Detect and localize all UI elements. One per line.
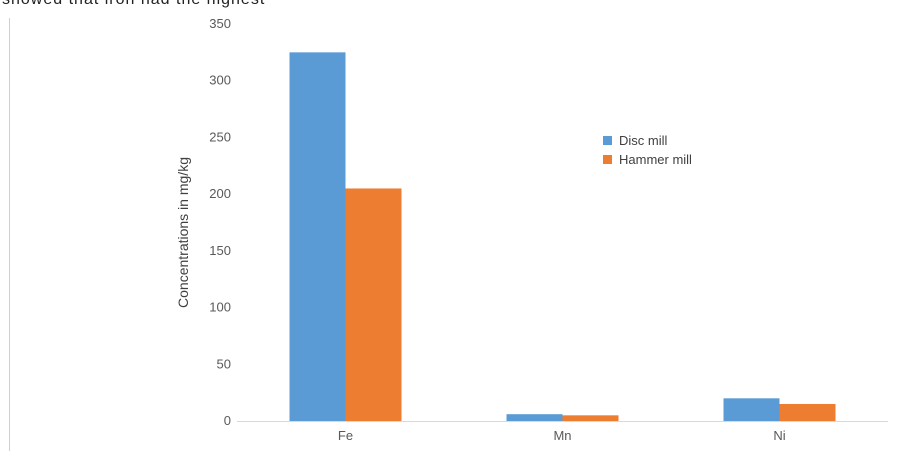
x-tick-label: Fe (338, 428, 353, 443)
x-tick-label: Ni (773, 428, 785, 443)
y-tick-label: 150 (209, 243, 231, 258)
bar-fe-hammer-mill (345, 188, 402, 421)
y-axis-ticks: 0 50 100 150 200 250 300 350 (209, 16, 231, 428)
y-tick-label: 250 (209, 129, 231, 144)
bars (289, 52, 836, 421)
legend-swatch (603, 136, 612, 145)
bar-ni-disc-mill (723, 398, 780, 421)
page-border (9, 18, 10, 451)
bar-ni-hammer-mill (779, 403, 836, 421)
x-tick-label: Mn (553, 428, 571, 443)
x-axis-ticks: Fe Mn Ni (338, 428, 786, 443)
y-axis-title: Concentrations in mg/kg (175, 157, 191, 308)
y-tick-label: 300 (209, 73, 231, 88)
bar-fe-disc-mill (289, 52, 346, 421)
y-tick-label: 100 (209, 300, 231, 315)
bar-mn-disc-mill (506, 414, 563, 421)
legend-label: Hammer mill (619, 152, 692, 167)
legend: Disc mill Hammer mill (603, 133, 692, 167)
y-tick-label: 200 (209, 186, 231, 201)
y-tick-label: 350 (209, 16, 231, 31)
legend-swatch (603, 155, 612, 164)
y-tick-label: 0 (224, 413, 231, 428)
y-tick-label: 50 (217, 356, 231, 371)
legend-label: Disc mill (619, 133, 667, 148)
bar-mn-hammer-mill (562, 415, 619, 421)
body-text-fragment: showed that iron had the highest (2, 0, 265, 9)
